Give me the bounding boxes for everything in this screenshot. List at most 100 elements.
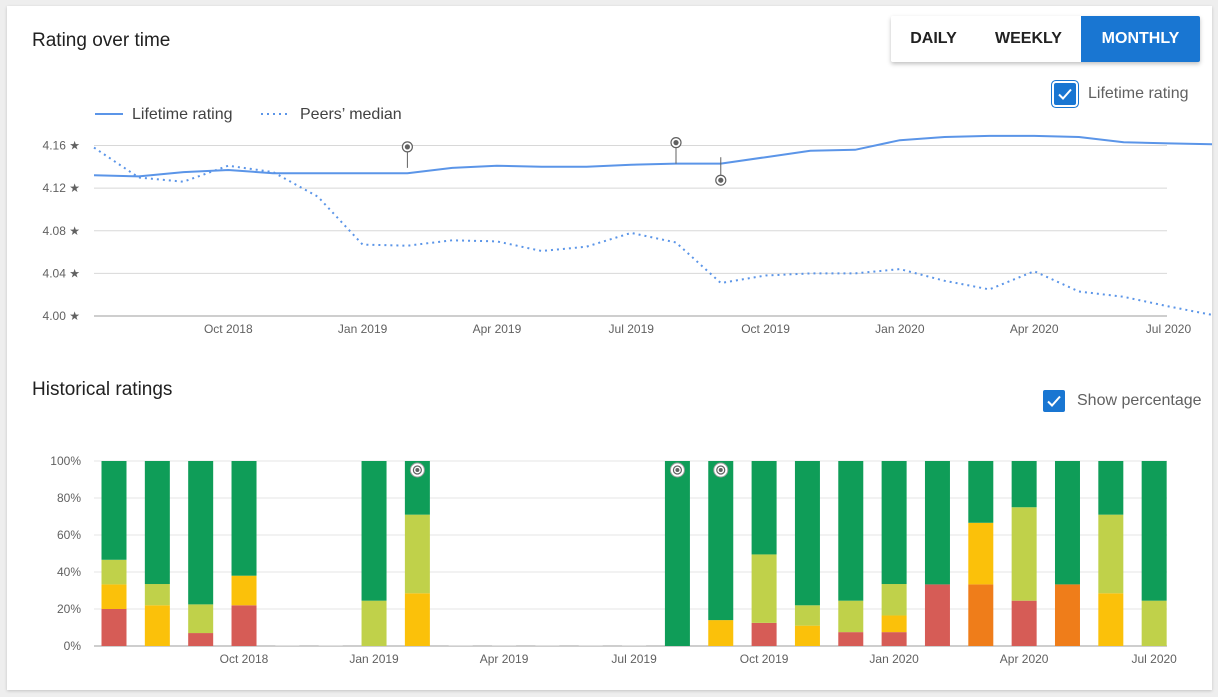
bar-segment-red — [751, 622, 777, 646]
bar-segment-dark-green — [664, 461, 690, 646]
bar-segment-light-green — [404, 514, 430, 594]
bar-segment-light-green — [881, 584, 907, 616]
lifetime-rating-toggle[interactable]: Lifetime rating — [1054, 83, 1189, 105]
y-tick-label: 80% — [57, 491, 81, 505]
x-tick-label: Apr 2019 — [480, 652, 529, 666]
y-tick-label: 4.16 ★ — [43, 139, 80, 153]
bar-segment-dark-green — [924, 461, 950, 585]
rating-line-chart: 4.00 ★ 4.04 ★ 4.08 ★ 4.12 ★ 4.16 ★ Oct 2018 Ja… — [43, 106, 1212, 336]
x-tick-label: Jul 2019 — [611, 652, 657, 666]
x-tick-label: Apr 2019 — [473, 322, 522, 336]
bar-segment-light-green — [188, 604, 214, 634]
bar-segment-red — [188, 633, 214, 646]
bar-segment-light-green — [101, 559, 127, 585]
y-tick-label: 0% — [64, 639, 82, 653]
lifetime-rating-label: Lifetime rating — [1088, 85, 1189, 102]
bar-segment-red — [924, 584, 950, 646]
bar-segment-yellow — [881, 615, 907, 633]
bar-segment-dark-green — [231, 461, 257, 576]
marker-pin-dot — [673, 140, 679, 146]
page-title: Rating over time — [32, 30, 171, 51]
bar-segment-yellow — [794, 625, 820, 646]
bar-segment-orange — [968, 584, 994, 646]
bar-segment-dark-green — [968, 461, 994, 523]
bar-segment-yellow — [231, 575, 257, 606]
marker-pin-dot — [675, 468, 680, 472]
historical-bar-chart: 0% 20% 40% 60% 80% 100% Oct 2018 Jan 2019 Apr 20… — [50, 454, 1177, 666]
bar-segment-light-green — [144, 584, 170, 606]
y-tick-label: 4.04 ★ — [43, 266, 80, 280]
bar-segment-light-green — [361, 600, 387, 646]
check-icon — [1047, 395, 1061, 407]
bar-segment-dark-green — [361, 461, 387, 601]
x-tick-label: Jul 2020 — [1146, 322, 1192, 336]
y-tick-label: 40% — [57, 565, 81, 579]
marker-pin-dot — [718, 468, 723, 472]
x-tick-label: Jan 2020 — [875, 322, 925, 336]
bar-segment-dark-green — [144, 461, 170, 585]
bar-segment-red — [101, 609, 127, 646]
x-tick-label: Jan 2020 — [869, 652, 919, 666]
y-tick-label: 60% — [57, 528, 81, 542]
y-tick-label: 4.12 ★ — [43, 181, 80, 195]
bar-segment-yellow — [968, 522, 994, 585]
bar-segment-yellow — [101, 584, 127, 609]
y-tick-label: 100% — [50, 454, 81, 468]
bar-segment-light-green — [751, 554, 777, 623]
x-tick-label: Jan 2019 — [349, 652, 399, 666]
x-tick-label: Oct 2019 — [741, 322, 790, 336]
charts-canvas: 4.00 ★ 4.04 ★ 4.08 ★ 4.12 ★ 4.16 ★ Oct 2018 Ja… — [43, 106, 1212, 666]
daily-button[interactable]: DAILY — [891, 16, 976, 62]
bar-segment-red — [838, 632, 864, 646]
period-toggle: DAILY WEEKLY MONTHLY — [891, 16, 1200, 62]
x-tick-label: Oct 2019 — [740, 652, 789, 666]
y-tick-label: 4.08 ★ — [43, 224, 80, 238]
bar-segment-light-green — [1098, 514, 1124, 594]
bar-segment-dark-green — [1054, 461, 1080, 585]
x-tick-label: Apr 2020 — [1000, 652, 1049, 666]
marker-pin-dot — [404, 144, 410, 150]
historical-ratings-title: Historical ratings — [32, 379, 173, 400]
series-lifetime-line — [93, 134, 1212, 178]
show-percentage-toggle[interactable]: Show percentage — [1043, 390, 1202, 412]
bar-segment-dark-green — [751, 461, 777, 555]
x-tick-label: Oct 2018 — [204, 322, 253, 336]
x-tick-label: Oct 2018 — [220, 652, 269, 666]
bar-segment-yellow — [404, 593, 430, 646]
y-tick-label: 4.00 ★ — [43, 309, 80, 323]
bar-segment-red — [231, 605, 257, 646]
bar-segment-dark-green — [708, 461, 734, 621]
bar-segment-yellow — [708, 620, 734, 646]
weekly-button[interactable]: WEEKLY — [976, 16, 1081, 62]
bar-segment-orange — [1054, 584, 1080, 646]
show-percentage-checkbox[interactable] — [1043, 390, 1065, 412]
rating-card: Rating over time DAILY WEEKLY MONTHLY Li… — [7, 6, 1212, 690]
legend-label-peers: Peers’ median — [300, 106, 402, 123]
lifetime-rating-checkbox[interactable] — [1054, 83, 1076, 105]
bar-segment-light-green — [794, 605, 820, 626]
show-percentage-label: Show percentage — [1077, 392, 1202, 409]
bar-segment-light-green — [1141, 600, 1167, 646]
bar-segment-light-green — [1011, 507, 1037, 601]
y-tick-label: 20% — [57, 602, 81, 616]
x-tick-label: Apr 2020 — [1010, 322, 1059, 336]
bar-segment-dark-green — [881, 461, 907, 585]
bar-segment-yellow — [144, 605, 170, 646]
marker-pin-dot — [718, 177, 724, 183]
bar-segment-dark-green — [1141, 461, 1167, 601]
marker-pin-dot — [415, 468, 420, 472]
bar-segment-yellow — [1098, 593, 1124, 646]
bar-segment-light-green — [838, 600, 864, 633]
legend-label-lifetime: Lifetime rating — [132, 106, 233, 123]
bar-segment-dark-green — [101, 461, 127, 560]
bar-segment-dark-green — [188, 461, 214, 605]
x-tick-label: Jul 2020 — [1131, 652, 1177, 666]
bar-segment-red — [881, 632, 907, 646]
check-icon — [1058, 88, 1072, 100]
bar-segment-dark-green — [794, 461, 820, 606]
bar-segment-dark-green — [1011, 461, 1037, 508]
x-tick-label: Jul 2019 — [609, 322, 655, 336]
monthly-button[interactable]: MONTHLY — [1081, 16, 1200, 62]
bar-segment-dark-green — [1098, 461, 1124, 515]
bar-segment-red — [1011, 600, 1037, 646]
